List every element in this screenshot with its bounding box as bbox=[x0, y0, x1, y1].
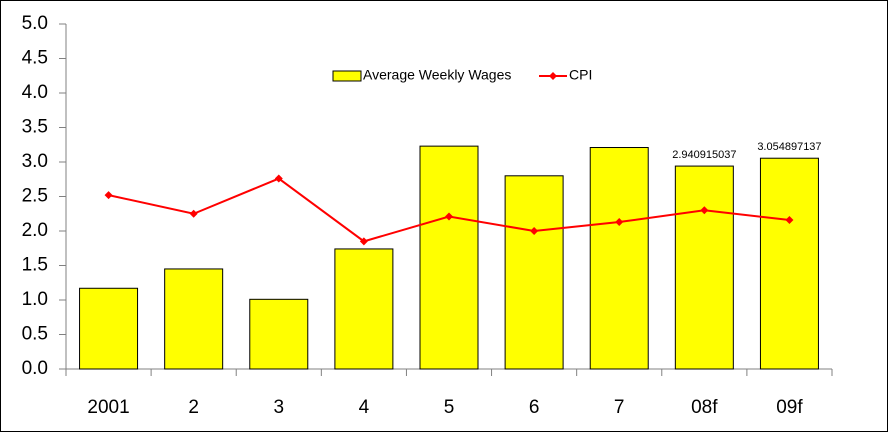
bar bbox=[759, 157, 819, 370]
y-tick-label: 2.0 bbox=[22, 220, 48, 241]
bar bbox=[589, 147, 649, 370]
bar bbox=[79, 287, 139, 370]
legend-label: Average Weekly Wages bbox=[363, 67, 511, 83]
marker bbox=[445, 212, 453, 221]
y-tick-label: 1.5 bbox=[22, 255, 48, 276]
x-tick-label: 5 bbox=[444, 397, 455, 418]
marker bbox=[615, 218, 624, 227]
marker bbox=[359, 237, 368, 246]
y-tick-label: 3.5 bbox=[22, 117, 48, 138]
legend-marker bbox=[549, 72, 557, 80]
x-tick-label: 08f bbox=[691, 397, 718, 418]
marker bbox=[104, 191, 113, 200]
y-tick-label: 5.0 bbox=[22, 13, 48, 34]
bar bbox=[419, 145, 479, 370]
legend-swatch bbox=[332, 70, 362, 82]
x-tick-label: 7 bbox=[614, 397, 625, 418]
bar bbox=[249, 298, 309, 370]
y-tick-label: 4.0 bbox=[22, 82, 48, 103]
y-tick-label: 1.0 bbox=[22, 289, 48, 310]
bar bbox=[334, 248, 394, 370]
marker bbox=[700, 206, 709, 215]
value-label: 3.054897137 bbox=[757, 141, 821, 153]
y-tick-label: 4.5 bbox=[22, 48, 48, 69]
y-tick-label: 0.0 bbox=[22, 358, 48, 379]
x-tick-label: 3 bbox=[273, 397, 284, 418]
legend-label: CPI bbox=[569, 67, 592, 83]
marker bbox=[530, 227, 539, 235]
y-tick-label: 3.0 bbox=[22, 151, 48, 172]
x-tick-label: 6 bbox=[529, 397, 540, 418]
value-label: 2.940915037 bbox=[672, 149, 736, 161]
bar bbox=[674, 165, 734, 370]
marker bbox=[785, 215, 794, 224]
marker bbox=[189, 209, 198, 218]
bar bbox=[504, 175, 564, 370]
y-tick-label: 0.5 bbox=[22, 324, 48, 345]
marker bbox=[274, 174, 283, 183]
x-tick-label: 2001 bbox=[87, 397, 129, 418]
bar bbox=[164, 268, 224, 370]
x-tick-label: 09f bbox=[776, 397, 803, 418]
x-tick-label: 4 bbox=[359, 397, 370, 418]
x-tick-label: 2 bbox=[188, 397, 199, 418]
y-tick-label: 2.5 bbox=[22, 186, 48, 207]
